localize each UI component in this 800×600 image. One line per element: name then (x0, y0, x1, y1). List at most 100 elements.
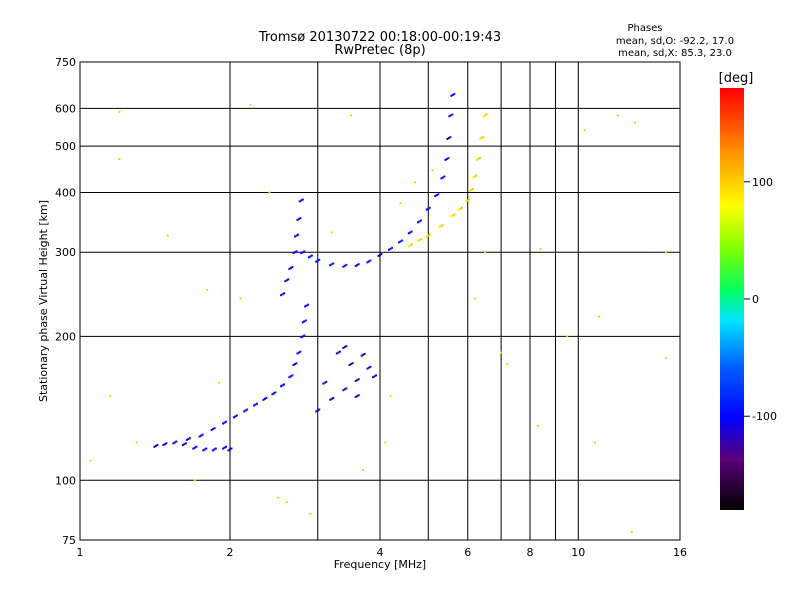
point-F1-layer-11-1 (293, 363, 296, 366)
point-F1-layer-10 (288, 376, 291, 379)
point-F2-x-5 (457, 208, 460, 211)
point-scattered-22 (665, 251, 668, 254)
point-F2-o-7-1 (379, 254, 381, 257)
point-F1-layer-8 (271, 393, 274, 396)
colorbar: [deg] -100 0 100 (719, 71, 777, 510)
point-F1-layer-10-2 (291, 374, 294, 377)
point-spread-F1-7-1 (323, 381, 326, 384)
point-F2-o-0-2 (303, 250, 306, 253)
point-F2-o-11-2 (419, 219, 422, 222)
point-F2-x-10 (479, 137, 482, 140)
point-F2-o-1-1 (309, 255, 312, 258)
point-F2-o-11 (416, 221, 419, 224)
point-scattered-20 (616, 114, 619, 117)
point-F2-o-0 (300, 252, 303, 255)
point-F1-layer-1 (198, 435, 201, 438)
point-F2-x-4 (450, 215, 453, 218)
point-scattered-10 (384, 441, 387, 444)
stats-o-line: mean, sd,O: -92.2, 17.0 (616, 36, 734, 47)
point-spread-F1-1-1 (330, 397, 333, 400)
point-F1-layer-10-1 (289, 375, 292, 378)
point-F2-o-6-1 (367, 260, 370, 263)
point-scattered-4 (193, 479, 196, 482)
point-F1-cusp-2-1 (289, 267, 292, 270)
point-F2-o-11-1 (418, 220, 421, 223)
point-F2-o-6 (366, 261, 369, 264)
point-spread-F1-9-1 (373, 375, 376, 378)
point-scattered-5 (206, 289, 209, 292)
point-F1-layer-7-1 (263, 397, 266, 400)
point-F1-layer-9-1 (281, 384, 284, 387)
point-F1-cusp-2 (288, 267, 291, 270)
point-F2-x-10-2 (482, 136, 485, 139)
point-F2-o-5 (354, 264, 357, 267)
point-E-layer-6-1 (213, 448, 216, 451)
point-F2-o-1 (307, 256, 310, 259)
point-F2-o-1-2 (310, 254, 313, 257)
point-F1-cusp-2-2 (291, 266, 294, 269)
y-tick-label-3: 300 (55, 246, 76, 259)
y-axis-label: Stationary phase Virtual Height [km] (37, 200, 50, 402)
point-E-layer-0 (153, 445, 156, 448)
point-F2-o-16 (446, 137, 449, 140)
point-spread-F1-5-1 (337, 351, 340, 354)
point-F1-cusp-3 (292, 252, 295, 255)
point-F1-layer-8-2 (274, 391, 277, 394)
point-F2-o-3-2 (332, 262, 335, 265)
point-scattered-35 (239, 297, 242, 300)
point-F1-layer-4 (232, 416, 235, 419)
point-F2-o-10-2 (410, 230, 413, 233)
point-F2-x-9 (475, 158, 478, 161)
point-E-layer-6 (211, 449, 214, 452)
x-tick-label-5: 10 (571, 546, 585, 559)
point-E-layer-2 (172, 442, 175, 445)
point-scattered-31 (309, 513, 312, 516)
point-spread-F1-4 (366, 367, 369, 370)
colorbar-tick-label-1: 0 (752, 293, 759, 306)
point-F1-cusp-5 (296, 218, 299, 221)
point-F1-layer-6-1 (254, 403, 257, 406)
point-F2-o-13 (434, 195, 437, 198)
point-spread-F1-0 (315, 410, 318, 413)
point-E-layer-2-1 (173, 441, 176, 444)
point-F1-layer-4-1 (234, 415, 237, 418)
point-F2-o-15-1 (445, 158, 448, 161)
point-F1-layer-13-1 (301, 335, 304, 338)
point-E-layer-7-1 (223, 446, 226, 449)
point-spread-F1-6 (348, 364, 351, 367)
chart-subtitle: RwPretec (8p) (334, 43, 425, 58)
point-F2-x-3-1 (439, 225, 442, 228)
point-scattered-6 (249, 103, 252, 106)
point-spread-F1-3-2 (357, 378, 360, 381)
point-spread-F1-4-2 (369, 365, 372, 368)
point-scattered-15 (484, 251, 487, 254)
point-F2-x-11-1 (484, 114, 487, 117)
point-F1-layer-9 (280, 385, 283, 388)
data-points (89, 93, 668, 533)
point-F2-x-6 (465, 200, 468, 203)
point-F2-x-8 (472, 176, 475, 179)
point-F2-x-11 (482, 115, 485, 118)
point-F2-o-15-2 (447, 157, 450, 160)
point-E-layer-5-2 (205, 447, 208, 450)
point-scattered-12 (413, 181, 416, 184)
point-E-layer-6-2 (214, 447, 217, 450)
grid-lines (79, 62, 680, 540)
point-F2-o-13-1 (435, 194, 438, 197)
x-tick-label-0: 1 (77, 546, 84, 559)
point-F2-o-12 (425, 208, 428, 211)
point-E-layer-7-2 (225, 445, 228, 448)
point-E-layer-4-2 (195, 445, 198, 448)
chart-title: Tromsø 20130722 00:18:00-00:19:43 (258, 30, 501, 45)
point-F1-layer-1-2 (201, 433, 204, 436)
point-spread-F1-1 (329, 398, 332, 401)
point-F2-o-9-2 (401, 239, 404, 242)
axis-ticks: 1 2 4 6 8 10 16 75 100 200 300 400 500 600 750 (55, 56, 687, 559)
point-F2-o-12-1 (427, 207, 430, 210)
stats-header: Phases (627, 23, 662, 34)
point-E-layer-8-1 (229, 448, 231, 451)
point-F2-o-5-2 (357, 263, 360, 266)
point-scattered-29 (285, 501, 288, 504)
point-scattered-8 (330, 231, 333, 234)
